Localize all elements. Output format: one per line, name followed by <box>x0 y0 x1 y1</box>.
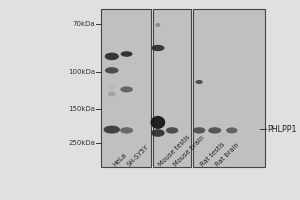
Bar <box>101 9 151 167</box>
Ellipse shape <box>151 116 165 129</box>
Text: Rat brain: Rat brain <box>215 142 241 168</box>
Bar <box>193 9 266 167</box>
Ellipse shape <box>226 127 238 133</box>
Text: Rat testis: Rat testis <box>199 141 226 168</box>
Ellipse shape <box>120 86 133 92</box>
Text: Mouse brain: Mouse brain <box>172 135 205 168</box>
Text: 150kDa: 150kDa <box>68 106 95 112</box>
Bar <box>153 9 191 167</box>
Ellipse shape <box>108 92 116 97</box>
Ellipse shape <box>108 85 116 89</box>
Ellipse shape <box>105 53 119 60</box>
Ellipse shape <box>151 45 164 51</box>
Ellipse shape <box>166 127 178 134</box>
Ellipse shape <box>156 23 160 27</box>
Ellipse shape <box>121 51 133 57</box>
Text: 70kDa: 70kDa <box>72 21 95 27</box>
Ellipse shape <box>103 126 120 134</box>
Ellipse shape <box>195 80 203 84</box>
Text: 100kDa: 100kDa <box>68 69 95 75</box>
Text: 250kDa: 250kDa <box>68 140 95 146</box>
Ellipse shape <box>105 67 119 74</box>
Text: HeLa: HeLa <box>112 152 128 168</box>
Ellipse shape <box>208 127 221 134</box>
Text: SH-SY5Y: SH-SY5Y <box>127 144 151 168</box>
Ellipse shape <box>151 129 165 137</box>
Ellipse shape <box>120 127 133 134</box>
Ellipse shape <box>193 127 206 134</box>
Text: PHLPP1: PHLPP1 <box>267 124 297 134</box>
Text: Mouse testis: Mouse testis <box>158 134 192 168</box>
